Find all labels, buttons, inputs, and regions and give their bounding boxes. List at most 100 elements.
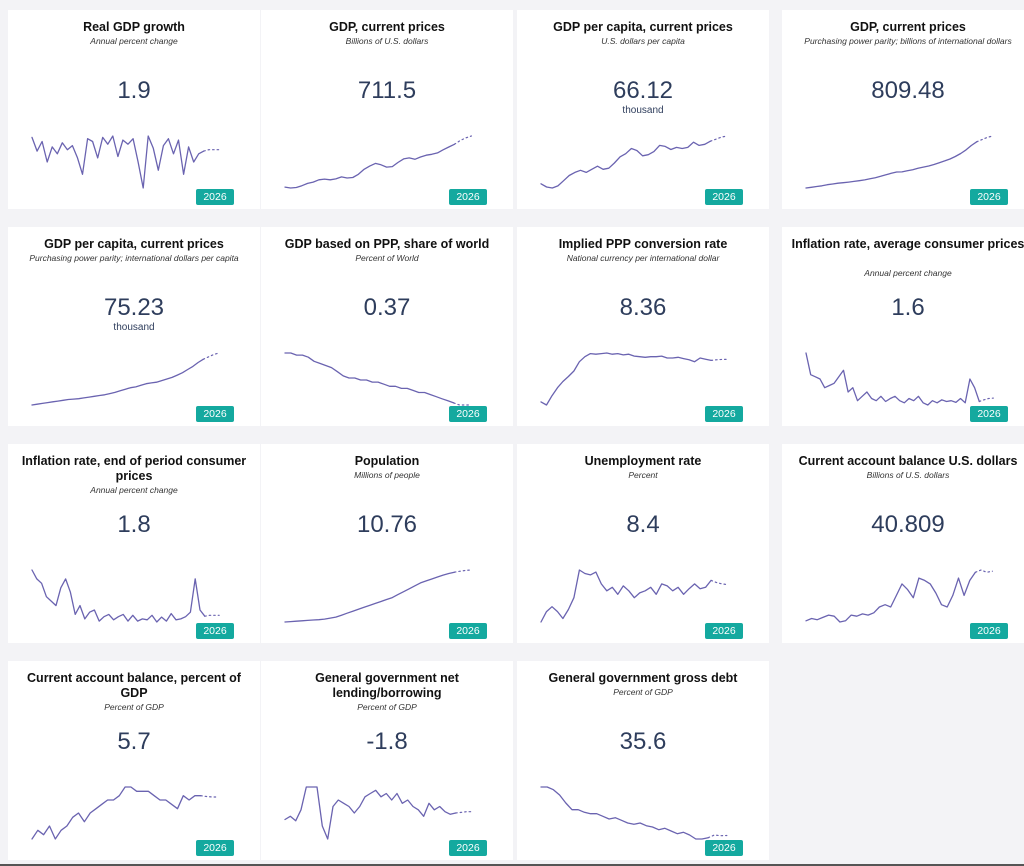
card-subtitle: Millions of people bbox=[354, 470, 420, 480]
indicator-card[interactable]: GDP, current prices Purchasing power par… bbox=[782, 10, 1024, 209]
sparkline-series bbox=[805, 352, 980, 406]
year-badge[interactable]: 2026 bbox=[970, 189, 1008, 205]
indicator-card[interactable]: GDP, current prices Billions of U.S. dol… bbox=[261, 10, 513, 209]
card-value: 66.12 bbox=[612, 77, 674, 104]
sparkline-series bbox=[31, 786, 202, 840]
card-subtitle: Annual percent change bbox=[90, 36, 178, 46]
card-subtitle: Annual percent change bbox=[90, 485, 178, 495]
card-value: 1.8 bbox=[117, 511, 151, 538]
sparkline-chart bbox=[540, 352, 729, 406]
sparkline-forecast bbox=[978, 397, 994, 403]
indicator-card[interactable]: Inflation rate, average consumer prices … bbox=[782, 227, 1024, 426]
year-badge[interactable]: 2026 bbox=[970, 623, 1008, 639]
sparkline-series bbox=[31, 358, 204, 406]
card-title: Implied PPP conversion rate bbox=[558, 237, 728, 251]
sparkline-chart bbox=[31, 135, 220, 189]
card-title: General government gross debt bbox=[548, 671, 738, 685]
sparkline-series bbox=[805, 141, 978, 189]
bottom-border bbox=[0, 864, 1024, 866]
sparkline-series bbox=[284, 143, 456, 189]
sparkline-forecast bbox=[453, 135, 472, 145]
sparkline-chart bbox=[805, 352, 994, 406]
year-badge[interactable]: 2026 bbox=[196, 406, 234, 422]
card-value: 5.7 bbox=[117, 728, 151, 755]
indicator-card[interactable]: GDP per capita, current prices U.S. doll… bbox=[517, 10, 769, 209]
year-badge[interactable]: 2026 bbox=[970, 406, 1008, 422]
year-badge[interactable]: 2026 bbox=[705, 406, 743, 422]
sparkline-series bbox=[540, 352, 712, 406]
card-subtitle: Percent of World bbox=[355, 253, 419, 263]
card-value: -1.8 bbox=[366, 728, 408, 755]
year-badge[interactable]: 2026 bbox=[705, 840, 743, 856]
card-value: 75.23 bbox=[103, 294, 165, 321]
year-badge[interactable]: 2026 bbox=[449, 840, 487, 856]
card-unit: thousand bbox=[113, 322, 155, 333]
card-subtitle: National currency per international doll… bbox=[566, 253, 720, 263]
year-badge[interactable]: 2026 bbox=[449, 623, 487, 639]
sparkline-forecast bbox=[709, 135, 728, 142]
indicator-card[interactable]: Implied PPP conversion rate National cur… bbox=[517, 227, 769, 426]
sparkline-forecast bbox=[455, 811, 473, 814]
indicator-card[interactable]: Inflation rate, end of period consumer p… bbox=[8, 444, 260, 643]
indicator-card[interactable]: General government gross debt Percent of… bbox=[517, 661, 769, 860]
card-value: 1.6 bbox=[891, 294, 925, 321]
sparkline-series bbox=[284, 571, 456, 623]
sparkline-forecast bbox=[974, 569, 993, 573]
card-subtitle: Billions of U.S. dollars bbox=[345, 36, 429, 46]
card-value: 35.6 bbox=[619, 728, 667, 755]
card-title: Real GDP growth bbox=[83, 20, 185, 34]
year-badge[interactable]: 2026 bbox=[449, 189, 487, 205]
sparkline-series bbox=[284, 352, 455, 404]
sparkline-forecast bbox=[203, 149, 220, 152]
sparkline-chart bbox=[540, 135, 728, 189]
card-subtitle: Percent bbox=[628, 470, 658, 480]
card-title: GDP, current prices bbox=[850, 20, 966, 34]
card-title: GDP per capita, current prices bbox=[553, 20, 733, 34]
card-subtitle: Annual percent change bbox=[864, 268, 952, 278]
sparkline-forecast bbox=[453, 402, 472, 406]
sparkline-series bbox=[540, 140, 712, 189]
card-unit: thousand bbox=[622, 105, 664, 116]
sparkline-chart bbox=[31, 569, 220, 623]
card-title: Unemployment rate bbox=[584, 454, 702, 468]
indicator-card[interactable]: GDP based on PPP, share of world Percent… bbox=[261, 227, 513, 426]
indicator-card[interactable]: GDP per capita, current prices Purchasin… bbox=[8, 227, 260, 426]
sparkline-series bbox=[31, 569, 206, 623]
year-badge[interactable]: 2026 bbox=[196, 840, 234, 856]
sparkline-chart bbox=[284, 786, 473, 840]
year-badge[interactable]: 2026 bbox=[705, 189, 743, 205]
indicator-card[interactable]: Current account balance U.S. dollars Bil… bbox=[782, 444, 1024, 643]
year-badge[interactable]: 2026 bbox=[196, 189, 234, 205]
sparkline-series bbox=[540, 786, 709, 840]
card-subtitle: Percent of GDP bbox=[613, 687, 673, 697]
card-value: 1.9 bbox=[117, 77, 151, 104]
card-subtitle: Purchasing power parity; international d… bbox=[29, 253, 239, 263]
sparkline-chart bbox=[805, 135, 994, 189]
year-badge[interactable]: 2026 bbox=[705, 623, 743, 639]
indicator-card[interactable]: Current account balance, percent of GDP … bbox=[8, 661, 260, 860]
year-badge[interactable]: 2026 bbox=[196, 623, 234, 639]
card-value: 8.36 bbox=[619, 294, 667, 321]
card-title: Population bbox=[354, 454, 420, 468]
sparkline-forecast bbox=[453, 569, 472, 573]
year-badge[interactable]: 2026 bbox=[449, 406, 487, 422]
sparkline-forecast bbox=[710, 358, 729, 361]
indicator-card[interactable]: Real GDP growth Annual percent change 1.… bbox=[8, 10, 260, 209]
sparkline-forecast bbox=[976, 135, 994, 143]
card-title: GDP based on PPP, share of world bbox=[284, 237, 490, 251]
sparkline-series bbox=[284, 786, 457, 840]
sparkline-forecast bbox=[200, 795, 219, 798]
card-subtitle: U.S. dollars per capita bbox=[601, 36, 685, 46]
sparkline-series bbox=[540, 569, 712, 623]
sparkline-forecast bbox=[204, 614, 220, 617]
indicator-card[interactable]: Unemployment rate Percent 8.4 2026 bbox=[517, 444, 769, 643]
sparkline-chart bbox=[31, 786, 219, 840]
card-value: 40.809 bbox=[871, 511, 945, 538]
indicator-card[interactable]: Population Millions of people 10.76 2026 bbox=[261, 444, 513, 643]
sparkline-chart bbox=[284, 569, 472, 623]
card-title: Inflation rate, average consumer prices bbox=[791, 237, 1024, 251]
card-value: 8.4 bbox=[626, 511, 660, 538]
sparkline-series bbox=[805, 571, 977, 623]
indicator-card[interactable]: General government net lending/borrowing… bbox=[261, 661, 513, 860]
